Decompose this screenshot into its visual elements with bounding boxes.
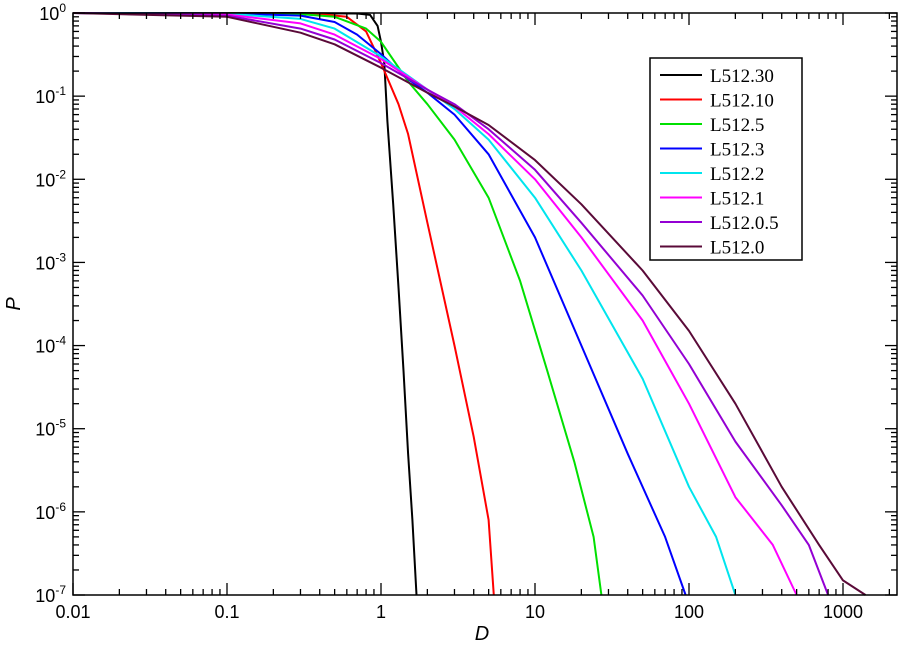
legend-label-5: L512.1 [710,189,764,210]
legend-label-3: L512.3 [710,140,764,161]
y-tick-label-5: 10-5 [35,417,66,440]
y-tick-label-0: 100 [39,1,66,24]
series-line-7 [72,12,867,596]
series-line-6 [72,12,830,596]
y-tick-label-4: 10-4 [35,334,66,357]
x-tick-labels: 0.01 0.1 1 10 100 1000 [55,602,863,622]
legend: L512.30 L512.10 L512.5 L512.3 L512.2 L512.1 L5… [649,57,803,261]
y-tick-labels: 100 10-1 10-2 10-3 10-4 10-5 10-6 10-7 [35,1,66,606]
plot-frame [72,12,898,596]
legend-label-4: L512.2 [710,164,764,185]
series-line-5 [72,12,798,596]
x-tick-label-3: 10 [525,602,545,622]
legend-label-6: L512.0.5 [710,213,779,234]
y-axis-label: P [3,297,25,311]
x-tick-label-1: 0.1 [214,602,239,622]
y-tick-label-6: 10-6 [35,500,66,523]
x-tick-label-5: 1000 [823,602,863,622]
y-tick-label-7: 10-7 [35,583,66,606]
y-tick-label-3: 10-3 [35,250,66,273]
legend-label-7: L512.0 [710,238,764,259]
legend-label-0: L512.30 [710,66,774,87]
y-tick-label-1: 10-1 [35,84,66,107]
legend-box [649,57,803,261]
ticks-layer [72,12,897,596]
x-tick-label-4: 100 [674,602,704,622]
y-tick-label-2: 10-2 [35,167,66,190]
legend-label-1: L512.10 [710,91,774,112]
x-tick-label-2: 1 [376,602,386,622]
x-axis-label: D [475,623,489,645]
series-line-4 [72,12,737,596]
series-line-2 [72,12,603,596]
legend-label-2: L512.5 [710,115,764,136]
x-tick-label-0: 0.01 [55,602,90,622]
